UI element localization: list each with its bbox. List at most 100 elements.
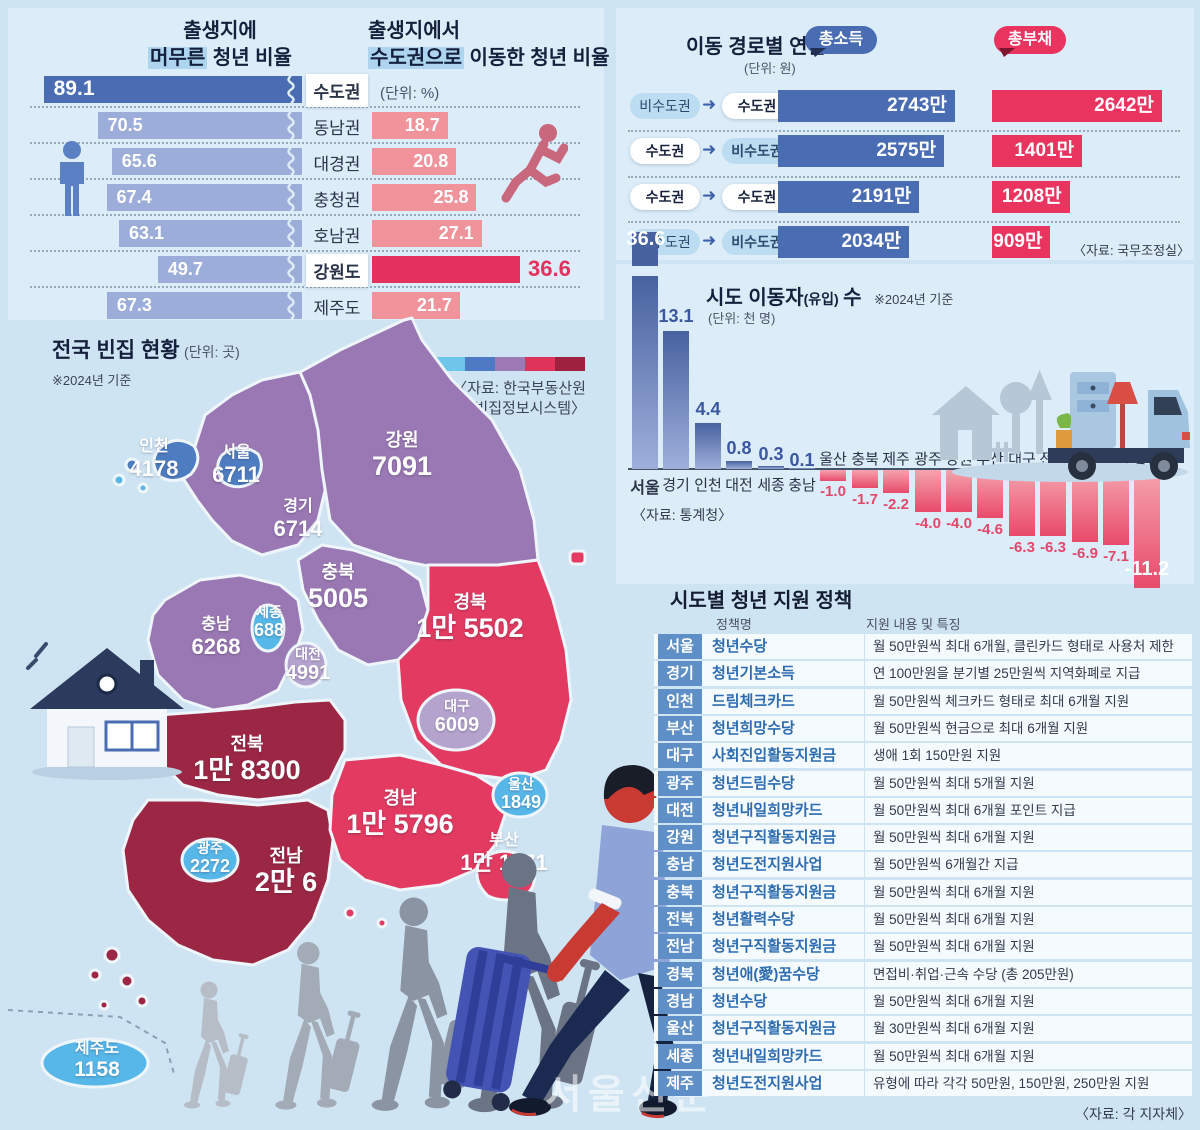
region-badge: 경남 bbox=[658, 989, 702, 1014]
row-separator bbox=[30, 250, 580, 252]
stay-row-dongnam: 70.5 동남권 18.7 bbox=[0, 112, 1200, 139]
income-bar: 2034만 bbox=[778, 226, 910, 258]
map-label: 광주 2272 bbox=[189, 840, 231, 877]
migration-category: 서울 bbox=[630, 480, 660, 497]
stay-row-jeju: 67.3 제주도 21.7 bbox=[0, 292, 1200, 319]
map-label: 충남 6268 bbox=[191, 616, 241, 660]
map-label: 경기 6714 bbox=[273, 498, 323, 542]
migration-category: 경기 bbox=[662, 477, 690, 494]
debt-bar: 1401만 bbox=[992, 135, 1083, 167]
migration-bar bbox=[758, 465, 784, 469]
migration-category: 인천 bbox=[694, 477, 722, 494]
migration-category: 제주 bbox=[882, 451, 910, 468]
policy-row: 경기 청년기본소득 연 100만원을 분기별 25만원씩 지역화폐로 지급 bbox=[654, 661, 1192, 686]
policy-row: 대전 청년내일희망카드 월 50만원씩 최대 6개월 포인트 지급 bbox=[654, 798, 1192, 823]
migration-bar bbox=[632, 276, 658, 469]
map-title: 전국 빈집 현황 bbox=[52, 339, 180, 362]
move-title-line1: 출생지에서 bbox=[368, 20, 460, 42]
region-label: 제주도 bbox=[313, 299, 361, 318]
migration-bar bbox=[663, 331, 689, 469]
move-bar: 27.1 bbox=[372, 220, 482, 247]
route-row: 수도권 ➜ 비수도권 2575만 1401만 bbox=[0, 135, 1200, 167]
row-separator bbox=[30, 106, 580, 108]
region-badge: 제주 bbox=[658, 1071, 702, 1096]
map-title-block: 전국 빈집 현황 (단위: 곳) ※2024년 기준 bbox=[52, 334, 240, 389]
policy-row: 경북 청년애(愛)꿈수당 면접비·취업·근속 수당 (총 205만원) bbox=[654, 962, 1192, 987]
policy-row: 제주 청년도전지원사업 유형에 따라 각각 50만원, 150만원, 250만원 지… bbox=[654, 1071, 1192, 1096]
migration-bar bbox=[915, 470, 941, 512]
map-label: 충북 5005 bbox=[307, 562, 369, 613]
move-bar: 25.8 bbox=[372, 184, 477, 211]
region-badge: 대전 bbox=[658, 798, 702, 823]
migration-unit-label: (단위: 천 명) bbox=[708, 311, 776, 326]
migration-bar bbox=[1134, 470, 1160, 588]
policy-row: 대구 사회진입활동지원금 생애 1회 150만원 지원 bbox=[654, 743, 1192, 768]
migration-category: 충남 bbox=[788, 477, 816, 494]
row-separator bbox=[30, 142, 580, 144]
bar-break-icon bbox=[629, 266, 661, 276]
migration-value: -7.1 bbox=[1103, 548, 1129, 565]
map-label: 제주도 1158 bbox=[74, 1040, 120, 1082]
migration-bar bbox=[883, 470, 909, 494]
move-title-line2: 수도권으로 이동한 청년 비율 bbox=[368, 47, 610, 69]
map-note: ※2024년 기준 bbox=[52, 373, 132, 388]
migration-value-emphasis: -11.2 bbox=[1124, 558, 1170, 580]
migration-value: 4.4 bbox=[695, 399, 721, 419]
migration-bar bbox=[789, 467, 815, 469]
region-badge: 전남 bbox=[658, 934, 702, 959]
percent-unit-label: (단위: %) bbox=[380, 85, 440, 102]
column-header-desc: 지원 내용 및 특징 bbox=[866, 617, 961, 632]
migration-value: -1.7 bbox=[852, 491, 878, 508]
map-unit-label: (단위: 곳) bbox=[184, 344, 240, 360]
map-label: 인천 4178 bbox=[129, 438, 179, 482]
stay-title-line1: 출생지에 bbox=[183, 20, 257, 42]
row-separator bbox=[30, 214, 580, 216]
map-label: 서울 6711 bbox=[212, 444, 260, 488]
debt-bar: 2642만 bbox=[992, 90, 1162, 122]
map-label: 대전 4991 bbox=[285, 646, 331, 685]
row-separator bbox=[628, 176, 1180, 178]
map-source: 〈자료: 한국부동산원 빈집정보시스템〉 bbox=[452, 380, 586, 417]
income-chart-title: 이동 경로별 연간 bbox=[686, 36, 826, 58]
stay-row-honam: 63.1 호남권 27.1 bbox=[0, 220, 1200, 247]
zero-axis-line bbox=[628, 468, 1180, 470]
income-legend-badge: 총소득 bbox=[805, 26, 877, 57]
region-label: 동남권 bbox=[313, 119, 361, 138]
migration-bar bbox=[726, 460, 752, 469]
region-badge: 경북 bbox=[658, 962, 702, 987]
stay-row-daekyung: 65.6 대경권 20.8 bbox=[0, 148, 1200, 175]
route-from: 수도권 bbox=[630, 184, 700, 210]
vacancy-scale-legend bbox=[435, 357, 585, 371]
policy-row: 광주 청년드림수당 월 50만원씩 최대 5개월 지원 bbox=[654, 771, 1192, 796]
column-header-policy: 정책명 bbox=[716, 617, 752, 632]
person-icon bbox=[60, 141, 84, 216]
region-label: 수도권 bbox=[306, 74, 368, 107]
map-label: 전남 2만 6 bbox=[254, 846, 318, 897]
migration-category: 충북 bbox=[851, 451, 879, 468]
stay-bar: 49.7 bbox=[157, 256, 302, 283]
region-badge: 서울 bbox=[658, 634, 702, 659]
route-from: 수도권 bbox=[630, 138, 700, 164]
migration-source: 〈자료: 통계청〉 bbox=[632, 507, 733, 523]
region-badge: 울산 bbox=[658, 1016, 702, 1041]
stay-bar: 70.5 bbox=[97, 112, 302, 139]
region-badge: 부산 bbox=[658, 716, 702, 741]
migration-value: -6.3 bbox=[1040, 539, 1066, 556]
arrow-right-icon: ➜ bbox=[702, 140, 717, 159]
move-bar: 20.8 bbox=[372, 148, 457, 175]
arrow-right-icon: ➜ bbox=[702, 186, 717, 205]
policy-row: 세종 청년내일희망카드 월 50만원씩 최대 6개월 지원 bbox=[654, 1044, 1192, 1069]
row-separator bbox=[30, 286, 580, 288]
income-bar: 2575만 bbox=[778, 135, 945, 167]
route-row: 비수도권 ➜ 수도권 2743만 2642만 bbox=[0, 90, 1200, 122]
migration-bar bbox=[820, 470, 846, 481]
migration-bar bbox=[1072, 470, 1098, 543]
policy-row: 강원 청년구직활동지원금 월 50만원씩 최대 6개월 지원 bbox=[654, 825, 1192, 850]
policy-row: 전남 청년구직활동지원금 월 50만원씩 최대 6개월 지원 bbox=[654, 934, 1192, 959]
region-badge: 인천 bbox=[658, 689, 702, 714]
row-separator bbox=[628, 130, 1180, 132]
stay-row-chungcheong: 67.4 충청권 25.8 bbox=[0, 184, 1200, 211]
region-label: 충청권 bbox=[313, 191, 361, 210]
policy-row: 충북 청년구직활동지원금 월 50만원씩 최대 6개월 지원 bbox=[654, 880, 1192, 905]
move-bar: 21.7 bbox=[372, 292, 460, 319]
